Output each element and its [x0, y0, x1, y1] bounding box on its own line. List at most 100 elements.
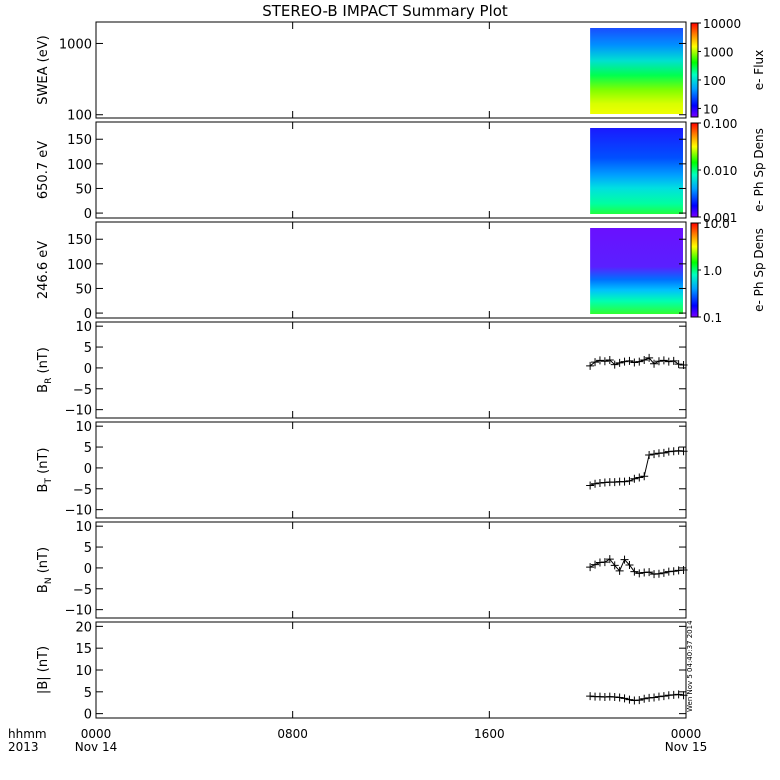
bn-data-point [620, 555, 629, 564]
time-tick-label: 1600 [474, 727, 505, 741]
bn-ytick-label: −10 [65, 604, 92, 619]
bn-data-point [645, 568, 654, 577]
swea-colorbar-scale [690, 22, 699, 118]
panel-br: −10 −5 0 5 10 BR (nT) [36, 320, 688, 419]
bmag-data-point [640, 694, 649, 703]
br-data-point [659, 356, 668, 365]
bn-data-point [591, 560, 600, 569]
bn-data-point [654, 569, 663, 578]
bn-ytick-label: −5 [73, 583, 92, 598]
bt-data-point [650, 450, 659, 459]
pad650-spectrogram [590, 128, 683, 214]
bt-data-point [620, 477, 629, 486]
pad246-spectrogram [590, 228, 683, 314]
br-ytick-label: 0 [84, 362, 92, 377]
br-data-point [625, 356, 634, 365]
bn-ytick-label: 5 [84, 541, 92, 556]
br-data-point [615, 358, 624, 367]
br-ytick-label: −10 [65, 404, 92, 419]
bn-data-point [630, 567, 639, 576]
bn-data-point [586, 563, 595, 572]
bn-ytick-label: 10 [75, 520, 92, 535]
pad246-colorbar-scale [690, 222, 699, 318]
bt-ytick-label: −5 [73, 483, 92, 498]
bmag-ytick-label: 20 [75, 620, 92, 635]
br-data-point [620, 357, 629, 366]
date-tick-label: Nov 14 [75, 740, 118, 754]
bn-data-point [635, 569, 644, 578]
pad246-ytick-label: 150 [67, 233, 92, 248]
bn-frame [95, 521, 687, 619]
pad246-colorbar-tick-label: 10.0 [703, 217, 730, 231]
bmag-data-point [635, 696, 644, 705]
bt-data-point [586, 481, 595, 490]
pad246-ytick-label: 0 [84, 307, 92, 322]
br-ytick-label: 5 [84, 341, 92, 356]
br-data-point [600, 357, 609, 366]
panel-swea: 10 100 1000 10000 e- Flux 100 1000 SWEA (eV) [36, 17, 766, 124]
br-data-point [630, 358, 639, 367]
generation-stamp: Wen Nov 5 04:40:37 2014 [686, 620, 694, 712]
pad650-colorbar-label: e- Ph Sp Dens [752, 128, 766, 212]
bmag-ytick-label: 5 [84, 686, 92, 701]
swea-colorbar-label: e- Flux [752, 50, 766, 90]
pad650-colorbar-tick-label: 0.010 [703, 164, 737, 178]
pad246-colorbar-label: e- Ph Sp Dens [752, 228, 766, 312]
pad246-colorbar-tick-label: 1.0 [703, 264, 722, 278]
br-data-point [635, 357, 644, 366]
bt-data-point [659, 448, 668, 457]
pad246-ytick-label: 50 [75, 282, 92, 297]
bt-data-point [630, 474, 639, 483]
panel-bt: −10 −5 0 5 10 BT (nT) [36, 420, 688, 519]
bn-data-point [615, 566, 624, 575]
panel-bmag: 0 5 10 15 20 |B| (nT) [36, 620, 688, 723]
pad650-ytick-label: 150 [67, 133, 92, 148]
bn-data-point [600, 558, 609, 567]
pad650-colorbar-tick-label: 0.100 [703, 117, 737, 131]
pad246-colorbar: 0.1 1.0 10.0 e- Ph Sp Dens [690, 217, 766, 325]
bmag-data-point [659, 692, 668, 701]
bn-data-point [605, 555, 614, 564]
bmag-ytick-label: 10 [75, 664, 92, 679]
pad650-colorbar-tick-label: 0.001 [703, 211, 737, 225]
pad650-colorbar: 0.001 0.010 0.100 e- Ph Sp Dens [690, 117, 766, 225]
time-tick-label: 0000 [81, 727, 112, 741]
pad650-ytick-label: 0 [84, 207, 92, 222]
bt-data-point [591, 479, 600, 488]
pad246-frame [95, 221, 687, 319]
swea-ytick-label: 100 [67, 109, 92, 124]
bn-data-point [625, 560, 634, 569]
br-data-point [664, 357, 673, 366]
bt-ytick-label: 5 [84, 441, 92, 456]
br-data-point [674, 360, 683, 369]
time-axis-row1-label: hhmm [8, 727, 47, 741]
br-data-point [586, 361, 595, 370]
pad650-colorbar-scale [690, 122, 699, 218]
pad246-ytick-label: 100 [67, 258, 92, 273]
date-tick-label: Nov 15 [665, 740, 708, 754]
br-data-point [654, 357, 663, 366]
br-data-point [640, 355, 649, 364]
bmag-data-point [620, 694, 629, 703]
pad650-frame [95, 121, 687, 219]
swea-colorbar: 10 100 1000 10000 e- Flux [690, 17, 766, 118]
bt-data-point [640, 472, 649, 481]
bn-data-point [610, 561, 619, 570]
pad246-ylabel: 246.6 eV [36, 241, 51, 299]
swea-frame [95, 21, 687, 119]
swea-colorbar-tick-label: 10 [703, 102, 718, 116]
br-data-point [610, 360, 619, 369]
time-axis-row2-label: 2013 [8, 740, 39, 754]
pad650-ytick-label: 100 [67, 158, 92, 173]
swea-spectrogram [590, 28, 683, 114]
time-tick-label: 0800 [277, 727, 308, 741]
bt-ytick-label: −10 [65, 504, 92, 519]
swea-colorbar-tick-label: 1000 [703, 45, 734, 59]
bmag-data-point [650, 693, 659, 702]
br-ylabel: BR (nT) [36, 347, 54, 393]
bt-data-point [625, 476, 634, 485]
br-data-point [669, 356, 678, 365]
bmag-data-point [615, 693, 624, 702]
